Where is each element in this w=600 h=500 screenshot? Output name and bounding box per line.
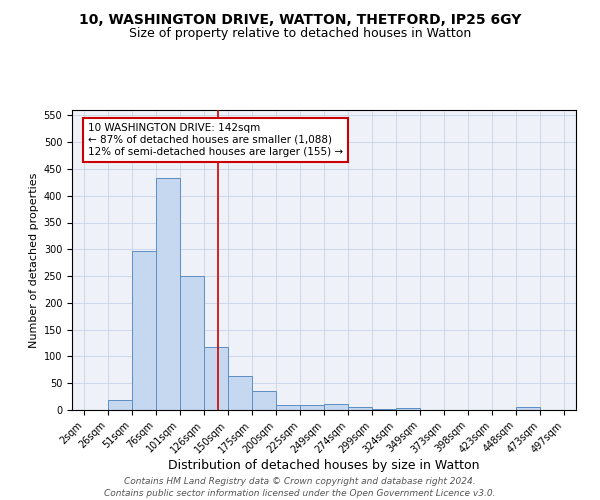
Bar: [396, 408, 420, 410]
Bar: [156, 178, 180, 410]
Text: 10, WASHINGTON DRIVE, WATTON, THETFORD, IP25 6GY: 10, WASHINGTON DRIVE, WATTON, THETFORD, …: [79, 12, 521, 26]
Bar: [324, 404, 348, 410]
Bar: [132, 251, 156, 410]
Bar: [300, 404, 324, 410]
Bar: [204, 347, 228, 410]
X-axis label: Distribution of detached houses by size in Watton: Distribution of detached houses by size …: [168, 459, 480, 472]
Bar: [228, 376, 252, 410]
Bar: [252, 391, 276, 410]
Bar: [516, 408, 540, 410]
Text: Contains HM Land Registry data © Crown copyright and database right 2024.
Contai: Contains HM Land Registry data © Crown c…: [104, 476, 496, 498]
Bar: [348, 408, 372, 410]
Bar: [108, 400, 132, 410]
Text: 10 WASHINGTON DRIVE: 142sqm
← 87% of detached houses are smaller (1,088)
12% of : 10 WASHINGTON DRIVE: 142sqm ← 87% of det…: [88, 124, 343, 156]
Bar: [372, 409, 396, 410]
Bar: [180, 276, 204, 410]
Bar: [276, 404, 300, 410]
Text: Size of property relative to detached houses in Watton: Size of property relative to detached ho…: [129, 28, 471, 40]
Y-axis label: Number of detached properties: Number of detached properties: [29, 172, 40, 348]
